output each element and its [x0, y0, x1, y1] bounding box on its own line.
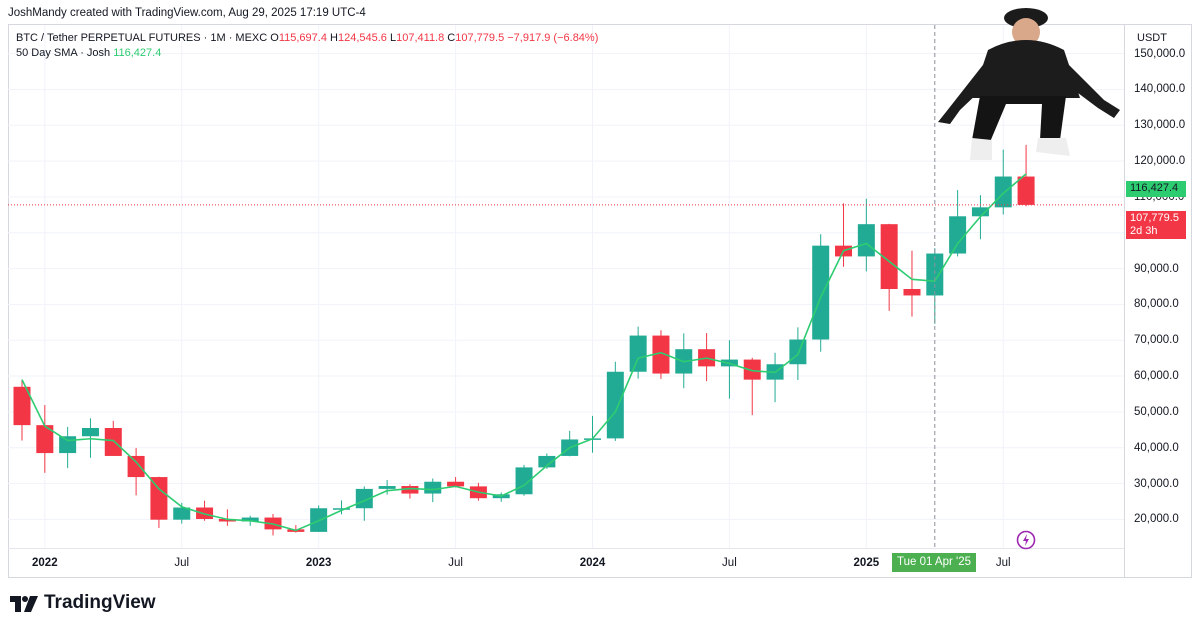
legend-high-label: H: [330, 32, 338, 44]
legend-open-value: 115,697.4: [278, 32, 327, 44]
price-tick-label: 50,000.0: [1134, 405, 1179, 418]
legend-close-value: 107,779.5: [455, 32, 505, 44]
candle-body: [538, 455, 556, 468]
candle-body: [81, 427, 99, 437]
legend-sma-value: 116,427.4: [113, 47, 162, 59]
candle-body: [104, 427, 122, 456]
last-price-value: 107,779.5: [1130, 212, 1179, 224]
candle-body: [241, 517, 259, 522]
candle-body: [1017, 176, 1035, 205]
candle-body: [903, 289, 921, 296]
legend-low-label: L: [389, 32, 397, 44]
time-tick-label: 2022: [32, 557, 58, 569]
legend-sma-row: 50 Day SMA · Josh 116,427.4: [16, 46, 598, 61]
time-tick-label: 2023: [305, 557, 332, 569]
candle-body: [127, 455, 145, 478]
candle-body: [447, 481, 465, 487]
candle-body: [926, 253, 944, 296]
candle-body: [150, 477, 168, 520]
candle-body: [218, 518, 236, 522]
price-tick-label: 80,000.0: [1134, 298, 1179, 311]
candle-body: [13, 386, 31, 426]
bar-countdown: 2d 3h: [1130, 225, 1158, 237]
price-tick-label: 60,000.0: [1134, 370, 1179, 383]
candle-body: [994, 176, 1012, 208]
currency-label[interactable]: USDT: [1137, 32, 1167, 44]
time-tick-label: Jul: [722, 557, 737, 569]
candle-body: [378, 486, 396, 489]
time-tick-label: Jul: [995, 557, 1011, 569]
tradingview-brand[interactable]: TradingView: [10, 592, 156, 614]
legend-sma-label: 50 Day SMA · Josh: [16, 47, 111, 59]
candle-body: [355, 488, 373, 509]
price-tick-label: 40,000.0: [1134, 441, 1179, 454]
legend-symbol: BTC / Tether PERPETUAL FUTURES · 1M · ME…: [16, 32, 268, 44]
price-tick-label: 120,000.0: [1134, 155, 1186, 168]
chart-legend: BTC / Tether PERPETUAL FUTURES · 1M · ME…: [16, 31, 598, 61]
price-tick-label: 30,000.0: [1134, 477, 1179, 490]
candle-body: [332, 508, 350, 510]
price-tick-label: 20,000.0: [1134, 513, 1179, 526]
legend-high-value: 124,545.6: [337, 32, 387, 44]
last-price-tag: 107,779.5 2d 3h: [1126, 211, 1186, 239]
legend-low-value: 107,411.8: [396, 32, 445, 44]
sma-line: [21, 173, 1027, 532]
time-tick-label: Jul: [174, 557, 190, 569]
attribution-text: JoshMandy created with TradingView.com, …: [8, 7, 366, 19]
price-tick-label: 90,000.0: [1134, 262, 1179, 275]
legend-change: −7,917.9 (−6.84%): [507, 32, 599, 44]
legend-open-label: O: [270, 32, 279, 44]
price-tick-label: 130,000.0: [1134, 119, 1186, 132]
jumping-person-photo: [938, 8, 1120, 160]
crosshair-date-label: Tue 01 Apr '25: [892, 553, 976, 572]
candle-body: [743, 359, 761, 380]
candle-body: [949, 216, 967, 254]
brand-name: TradingView: [44, 592, 156, 613]
candle-body: [424, 481, 442, 494]
candle-body: [36, 425, 54, 454]
candle-body: [629, 335, 647, 372]
price-tick-label: 150,000.0: [1134, 47, 1186, 60]
time-axis-divider: [8, 548, 1124, 549]
candle-body: [606, 371, 624, 439]
candle-body: [401, 486, 419, 494]
legend-close-label: C: [447, 32, 456, 44]
sma-price-tag: 116,427.4: [1126, 181, 1186, 197]
candle-body: [652, 335, 670, 374]
candle-body: [59, 436, 77, 454]
candle-body: [173, 507, 191, 520]
time-tick-label: 2025: [853, 557, 880, 569]
candle-body: [880, 224, 898, 290]
price-axis-divider: [1124, 24, 1125, 578]
tradingview-logo-icon: [10, 596, 38, 612]
price-tick-label: 70,000.0: [1134, 334, 1179, 347]
time-tick-label: Jul: [448, 557, 463, 569]
candle-body: [971, 207, 989, 217]
candle-body: [812, 245, 830, 340]
time-tick-label: 2024: [579, 557, 606, 569]
candle-body: [857, 224, 875, 257]
lightning-bolt-icon[interactable]: [1016, 530, 1036, 550]
legend-symbol-row: BTC / Tether PERPETUAL FUTURES · 1M · ME…: [16, 31, 598, 46]
price-tick-label: 140,000.0: [1134, 83, 1186, 96]
candle-body: [789, 339, 807, 365]
